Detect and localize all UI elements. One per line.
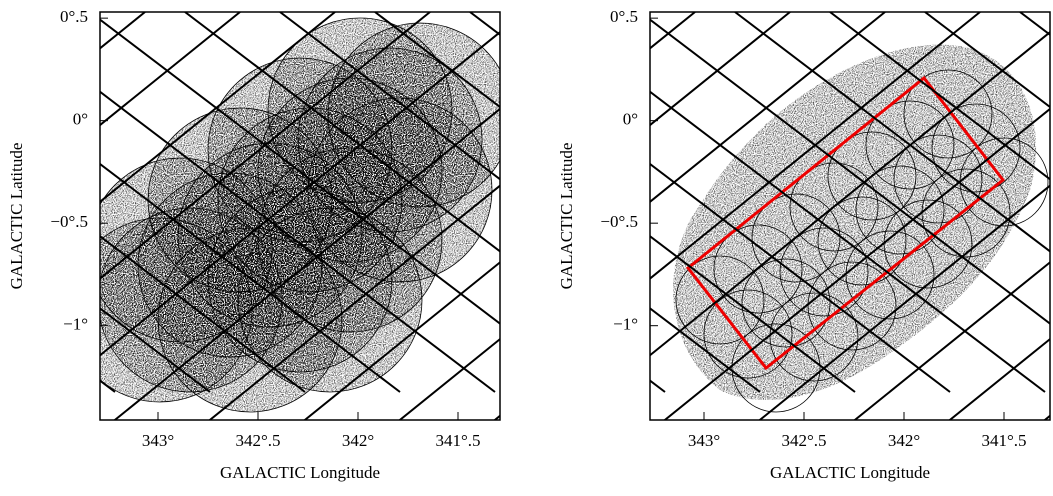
field-circle bbox=[257, 147, 443, 333]
y-tick-label: 0° bbox=[623, 110, 638, 129]
coordinate-grid bbox=[100, 162, 401, 393]
x-tick-label: 342°.5 bbox=[235, 431, 280, 450]
coordinate-grid bbox=[829, 12, 1050, 181]
y-tick-label: −0°.5 bbox=[600, 212, 638, 231]
field-circle bbox=[731, 323, 821, 413]
field-circle bbox=[237, 207, 423, 393]
frame bbox=[99, 11, 501, 421]
field-circle bbox=[855, 165, 945, 255]
y-tick-label: −1° bbox=[613, 315, 638, 334]
field-circle bbox=[751, 193, 841, 283]
coordinate-grid bbox=[734, 12, 1050, 253]
y-tick-label: 0° bbox=[73, 110, 88, 129]
coordinate-grid bbox=[100, 12, 431, 280]
coordinate-grid bbox=[208, 184, 500, 420]
field-circle bbox=[807, 261, 897, 351]
field-circle bbox=[100, 207, 283, 393]
field-circle bbox=[741, 258, 831, 348]
coordinate-grid bbox=[650, 12, 981, 280]
field-circle bbox=[779, 227, 869, 317]
field-circle bbox=[675, 255, 765, 345]
plot-area bbox=[100, 12, 500, 420]
field-circle bbox=[157, 227, 343, 413]
coverage-disc bbox=[238, 208, 422, 392]
field-circle bbox=[865, 100, 955, 190]
field-circle bbox=[817, 196, 907, 286]
coordinate-grid bbox=[100, 234, 306, 393]
y-axis-label: GALACTIC Latitude bbox=[557, 143, 576, 290]
field-circle bbox=[207, 187, 393, 373]
coordinate-grid bbox=[924, 12, 1050, 109]
coordinate-grid bbox=[100, 12, 241, 127]
coverage-halo bbox=[673, 44, 1037, 401]
coordinate-grid bbox=[650, 162, 951, 393]
field-circle bbox=[257, 77, 443, 263]
field-circle bbox=[789, 162, 879, 252]
coordinate-grid bbox=[650, 12, 886, 204]
x-tick-label: 343° bbox=[142, 431, 174, 450]
field-circle bbox=[845, 230, 935, 320]
x-tick-label: 342°.5 bbox=[781, 431, 826, 450]
coordinate-grid bbox=[398, 337, 500, 420]
y-axis-label: GALACTIC Latitude bbox=[7, 143, 26, 290]
coordinate-grid bbox=[650, 30, 1050, 357]
field-circle bbox=[703, 289, 793, 379]
field-circle bbox=[307, 97, 493, 283]
x-axis-label: GALACTIC Longitude bbox=[220, 463, 380, 482]
survey-region bbox=[685, 75, 1006, 371]
y-tick-label: −1° bbox=[63, 315, 88, 334]
field-circle bbox=[827, 131, 917, 221]
coordinate-grid bbox=[113, 107, 500, 420]
coordinate-grid bbox=[100, 18, 500, 325]
coverage-disc bbox=[268, 18, 452, 202]
y-tick-label: 0°.5 bbox=[60, 7, 88, 26]
x-axis-label: GALACTIC Longitude bbox=[770, 463, 930, 482]
field-circle bbox=[177, 142, 363, 328]
coordinate-grid bbox=[758, 184, 1050, 420]
field-circle bbox=[903, 69, 993, 159]
field-circle bbox=[267, 17, 453, 203]
field-circle bbox=[769, 292, 859, 382]
field-circle bbox=[893, 134, 983, 224]
coordinate-grid bbox=[650, 234, 856, 393]
coordinate-grid bbox=[650, 12, 791, 127]
coordinate-grid bbox=[100, 307, 211, 393]
coordinate-grid bbox=[650, 307, 761, 393]
x-tick-label: 343° bbox=[688, 431, 720, 450]
coordinate-grid bbox=[100, 30, 500, 357]
field-circle bbox=[207, 57, 393, 243]
coordinate-grid bbox=[374, 12, 500, 109]
x-tick-label: 341°.5 bbox=[981, 431, 1026, 450]
x-tick-label: 341°.5 bbox=[435, 431, 480, 450]
coordinate-grid bbox=[303, 261, 500, 420]
coordinate-grid bbox=[853, 261, 1050, 420]
x-tick-label: 342° bbox=[888, 431, 920, 450]
field-circle bbox=[713, 224, 803, 314]
field-circle bbox=[327, 22, 500, 208]
x-tick-label: 342° bbox=[342, 431, 374, 450]
frame bbox=[649, 11, 1051, 421]
field-circle bbox=[931, 103, 1021, 193]
coordinate-grid bbox=[184, 12, 500, 253]
coordinate-grid bbox=[100, 12, 336, 204]
field-circle bbox=[100, 157, 273, 343]
coordinate-grid bbox=[279, 12, 500, 181]
y-tick-label: −0°.5 bbox=[50, 212, 88, 231]
field-circle bbox=[297, 47, 483, 233]
y-tick-label: 0°.5 bbox=[610, 7, 638, 26]
coordinate-grid bbox=[948, 337, 1050, 420]
coordinate-grid bbox=[663, 107, 1050, 420]
coordinate-grid bbox=[650, 18, 1050, 325]
coordinate-grid bbox=[650, 90, 1046, 393]
coordinate-grid bbox=[100, 90, 496, 393]
plot-area bbox=[650, 12, 1050, 420]
